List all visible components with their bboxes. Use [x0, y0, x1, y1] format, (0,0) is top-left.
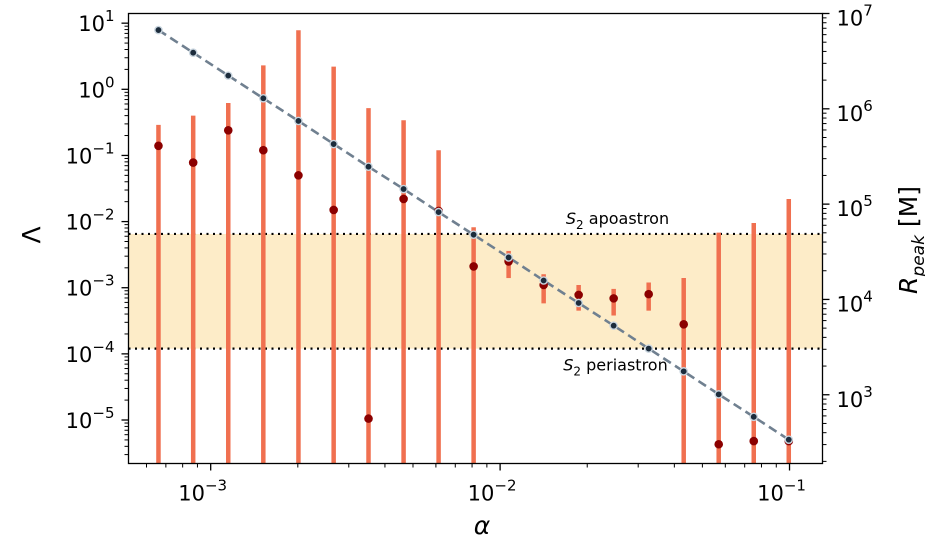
y-right-axis-label-unit: [M] — [894, 186, 923, 235]
x-tick-label: 10−3 — [178, 477, 227, 506]
r-peak-point — [469, 230, 478, 239]
y-left-tick-label: 10−1 — [66, 139, 115, 168]
r-peak-point — [679, 367, 689, 376]
y-left-tick-label-base: 10 — [66, 409, 93, 433]
lambda-point — [223, 125, 233, 135]
y-left-tick-label-exp: 1 — [105, 7, 115, 25]
y-right-axis-label-sub: peak — [909, 234, 925, 278]
periastron-label-s: S — [563, 356, 573, 375]
y-left-tick-label: 10−4 — [66, 338, 115, 367]
lambda-point — [714, 439, 724, 449]
r-peak-point — [539, 276, 548, 285]
r-peak-point — [644, 344, 653, 353]
y-right-tick-label: 107 — [837, 2, 873, 31]
lambda-point — [644, 289, 653, 299]
y-right-tick-label: 103 — [837, 383, 873, 412]
y-right-tick-label-exp: 4 — [863, 287, 873, 305]
apoastron-label-sub: 2 — [576, 218, 584, 232]
lambda-point — [574, 290, 583, 300]
r-peak-point — [223, 71, 233, 80]
y-right-tick-label-exp: 5 — [863, 192, 873, 210]
plot-frame — [127, 12, 824, 465]
x-tick-label-exp: −3 — [205, 477, 227, 495]
lambda-point — [679, 319, 689, 329]
lambda-point — [399, 194, 408, 204]
r-peak-point — [574, 298, 583, 308]
r-peak-point — [294, 116, 303, 126]
y-right-tick-label-base: 10 — [837, 388, 864, 412]
r-peak-point — [259, 93, 268, 103]
y-right-tick-label: 106 — [837, 97, 873, 126]
y-right-tick-label-exp: 3 — [863, 383, 873, 401]
x-tick-label-base: 10 — [468, 482, 495, 506]
r-peak-point — [364, 162, 373, 171]
lambda-point — [259, 145, 268, 155]
y-left-tick-label-base: 10 — [78, 78, 105, 102]
y-right-tick-label-base: 10 — [837, 102, 864, 126]
apoastron-label: S2 apoastron — [566, 209, 669, 232]
x-tick-label-exp: −2 — [494, 477, 516, 495]
y-left-tick-label-exp: −3 — [92, 272, 114, 290]
y-right-tick-label-exp: 6 — [863, 97, 873, 115]
y-left-tick-label-base: 10 — [66, 144, 93, 168]
r-peak-point — [434, 207, 443, 217]
x-axis-label: α — [474, 511, 491, 540]
periastron-label: S2 periastron — [563, 356, 667, 379]
r-peak-point — [399, 184, 408, 194]
apoastron-label-text: apoastron — [584, 209, 669, 228]
lambda-point — [469, 262, 478, 271]
point-layer — [154, 25, 794, 449]
y-right-tick-label-exp: 7 — [863, 2, 873, 20]
y-left-tick-label: 100 — [78, 73, 114, 102]
y-right-tick-label-base: 10 — [837, 7, 864, 31]
y-left-tick-label-exp: 0 — [105, 73, 115, 91]
y-left-tick-label: 101 — [78, 7, 114, 36]
y-right-tick-label: 104 — [837, 287, 873, 316]
apoastron-label-s: S — [566, 209, 576, 228]
y-left-axis-label: Λ — [17, 226, 46, 243]
y-left-tick-label: 10−3 — [66, 272, 115, 301]
y-left-tick-label-base: 10 — [66, 211, 93, 235]
y-left-tick-label-exp: −1 — [92, 139, 114, 157]
r-peak-point — [609, 321, 618, 330]
y-left-tick-label-exp: −4 — [92, 338, 114, 356]
r-peak-point — [784, 435, 794, 444]
lambda-point — [749, 436, 759, 446]
lambda-point — [329, 205, 338, 215]
lambda-point — [154, 141, 163, 151]
y-right-tick-label-base: 10 — [837, 197, 864, 221]
periastron-label-sub: 2 — [573, 365, 581, 379]
r-peak-point — [504, 253, 513, 262]
y-left-tick-label: 10−5 — [66, 404, 115, 433]
y-right-tick-label-base: 10 — [837, 292, 864, 316]
x-tick-label-base: 10 — [757, 482, 784, 506]
y-left-tick-label-base: 10 — [66, 343, 93, 367]
r-peak-point — [329, 139, 338, 149]
lambda-point — [294, 171, 303, 180]
r-peak-point — [154, 25, 163, 35]
y-left-tick-label-base: 10 — [66, 277, 93, 301]
y-right-tick-label: 105 — [837, 192, 873, 221]
x-tick-label-exp: −1 — [784, 477, 806, 495]
x-tick-label: 10−2 — [468, 477, 517, 506]
r-peak-point — [749, 412, 759, 422]
y-left-tick-label-base: 10 — [78, 12, 105, 36]
r-peak-point — [188, 48, 198, 57]
periastron-label-text: periastron — [581, 356, 668, 375]
x-tick-label: 10−1 — [757, 477, 806, 506]
lambda-point — [609, 294, 618, 303]
tick-layer: 10−3 10−2 10−110110010−110−210−310−410−510… — [66, 2, 873, 506]
x-tick-label-base: 10 — [178, 482, 205, 506]
y-left-tick-label-exp: −5 — [92, 404, 114, 422]
y-left-tick-label: 10−2 — [66, 206, 115, 235]
y-right-axis-label: Rpeak [M] — [894, 186, 925, 294]
y-left-tick-label-exp: −2 — [92, 206, 114, 224]
y-right-axis-label-base: R — [894, 277, 923, 294]
lambda-point — [188, 158, 198, 167]
r-peak-point — [714, 390, 724, 399]
lambda-point — [364, 414, 373, 423]
